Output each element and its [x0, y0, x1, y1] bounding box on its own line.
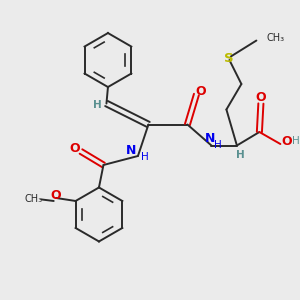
- Text: O: O: [196, 85, 206, 98]
- Text: H: H: [292, 136, 300, 146]
- Text: N: N: [205, 132, 215, 146]
- Text: N: N: [126, 144, 136, 157]
- Text: CH₃: CH₃: [267, 33, 285, 43]
- Text: O: O: [69, 142, 80, 155]
- Text: H: H: [141, 152, 148, 163]
- Text: O: O: [50, 189, 61, 202]
- Text: CH₃: CH₃: [24, 194, 42, 205]
- Text: O: O: [255, 91, 266, 104]
- Text: H: H: [93, 100, 102, 110]
- Text: H: H: [214, 140, 222, 150]
- Text: H: H: [236, 150, 244, 160]
- Text: S: S: [224, 52, 234, 65]
- Text: O: O: [281, 135, 292, 148]
